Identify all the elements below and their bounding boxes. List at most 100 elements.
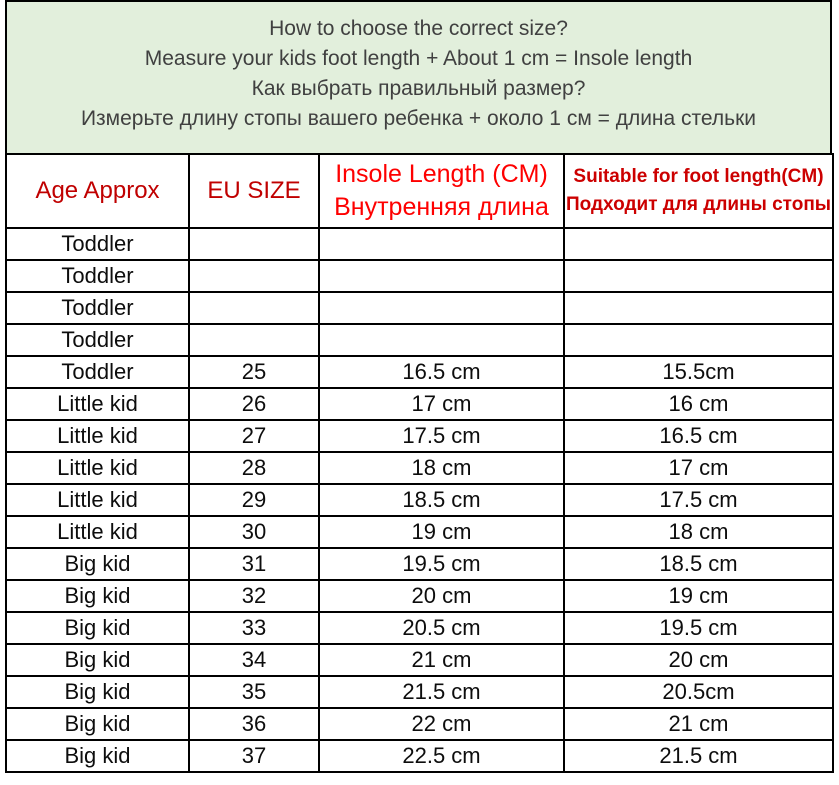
size-row: Big kid 35 21.5 cm 20.5cm bbox=[5, 675, 834, 709]
size-chart-container: How to choose the correct size? Measure … bbox=[5, 0, 834, 773]
size-row: Toddler 25 16.5 cm 15.5cm bbox=[5, 355, 834, 389]
age-group-cell: Little kid bbox=[5, 387, 190, 421]
column-header-label-en: Suitable for foot length(CM) bbox=[573, 166, 824, 187]
age-group-cell: Big kid bbox=[5, 611, 190, 645]
size-table: Age Approx EU SIZE Insole Length (CM) Вн… bbox=[5, 153, 834, 773]
foot-length-cell: 19.5 cm bbox=[563, 611, 834, 645]
size-row: Little kid 30 19 cm 18 cm bbox=[5, 515, 834, 549]
insole-length-cell: 17 cm bbox=[318, 387, 565, 421]
column-header-label-ru: Внутренняя длина bbox=[334, 193, 549, 221]
age-group-cell: Big kid bbox=[5, 707, 190, 741]
eu-size-cell: 28 bbox=[188, 451, 320, 485]
foot-length-cell bbox=[563, 259, 834, 293]
insole-length-cell: 18.5 cm bbox=[318, 483, 565, 517]
insole-length-cell: 22 cm bbox=[318, 707, 565, 741]
size-row: Toddler bbox=[5, 323, 834, 357]
column-header-age-approx: Age Approx bbox=[5, 153, 190, 229]
foot-length-cell bbox=[563, 291, 834, 325]
foot-length-cell: 19 cm bbox=[563, 579, 834, 613]
eu-size-cell bbox=[188, 227, 320, 261]
insole-length-cell: 20.5 cm bbox=[318, 611, 565, 645]
column-header-label: Age Approx bbox=[35, 177, 160, 204]
age-group-cell: Toddler bbox=[5, 355, 190, 389]
size-row: Little kid 28 18 cm 17 cm bbox=[5, 451, 834, 485]
insole-length-cell bbox=[318, 323, 565, 357]
insole-length-cell bbox=[318, 227, 565, 261]
eu-size-cell bbox=[188, 291, 320, 325]
eu-size-cell: 30 bbox=[188, 515, 320, 549]
age-group-cell: Big kid bbox=[5, 643, 190, 677]
age-group-cell: Big kid bbox=[5, 675, 190, 709]
size-row: Big kid 37 22.5 cm 21.5 cm bbox=[5, 739, 834, 773]
age-group-cell: Toddler bbox=[5, 227, 190, 261]
foot-length-cell: 16.5 cm bbox=[563, 419, 834, 453]
size-row: Big kid 36 22 cm 21 cm bbox=[5, 707, 834, 741]
column-header-foot-length: Suitable for foot length(CM) Подходит дл… bbox=[563, 153, 834, 229]
eu-size-cell: 25 bbox=[188, 355, 320, 389]
insole-length-cell: 19.5 cm bbox=[318, 547, 565, 581]
eu-size-cell bbox=[188, 323, 320, 357]
size-row: Big kid 34 21 cm 20 cm bbox=[5, 643, 834, 677]
instruction-line-ru-title: Как выбрать правильный размер? bbox=[251, 77, 586, 100]
age-group-cell: Toddler bbox=[5, 291, 190, 325]
foot-length-cell: 21.5 cm bbox=[563, 739, 834, 773]
size-row: Toddler bbox=[5, 291, 834, 325]
foot-length-cell bbox=[563, 227, 834, 261]
age-group-cell: Big kid bbox=[5, 579, 190, 613]
eu-size-cell: 32 bbox=[188, 579, 320, 613]
eu-size-cell: 29 bbox=[188, 483, 320, 517]
foot-length-cell: 17.5 cm bbox=[563, 483, 834, 517]
size-row: Little kid 26 17 cm 16 cm bbox=[5, 387, 834, 421]
eu-size-cell: 26 bbox=[188, 387, 320, 421]
foot-length-cell: 18 cm bbox=[563, 515, 834, 549]
insole-length-cell: 19 cm bbox=[318, 515, 565, 549]
column-header-label: EU SIZE bbox=[207, 177, 301, 204]
insole-length-cell: 18 cm bbox=[318, 451, 565, 485]
column-header-label-en: Insole Length (CM) bbox=[335, 160, 548, 188]
age-group-cell: Toddler bbox=[5, 259, 190, 293]
eu-size-cell bbox=[188, 259, 320, 293]
insole-length-cell bbox=[318, 291, 565, 325]
column-header-eu-size: EU SIZE bbox=[188, 153, 320, 229]
age-group-cell: Little kid bbox=[5, 515, 190, 549]
instructions-banner: How to choose the correct size? Measure … bbox=[5, 0, 832, 153]
instruction-line-ru-formula: Измерьте длину стопы вашего ребенка + ок… bbox=[80, 107, 757, 130]
insole-length-cell: 21 cm bbox=[318, 643, 565, 677]
age-group-cell: Toddler bbox=[5, 323, 190, 357]
instruction-line-en-formula: Measure your kids foot length + About 1 … bbox=[144, 47, 693, 70]
eu-size-cell: 36 bbox=[188, 707, 320, 741]
eu-size-cell: 37 bbox=[188, 739, 320, 773]
insole-length-cell: 20 cm bbox=[318, 579, 565, 613]
size-row: Big kid 32 20 cm 19 cm bbox=[5, 579, 834, 613]
foot-length-cell bbox=[563, 323, 834, 357]
insole-length-cell bbox=[318, 259, 565, 293]
eu-size-cell: 27 bbox=[188, 419, 320, 453]
eu-size-cell: 35 bbox=[188, 675, 320, 709]
size-row: Big kid 33 20.5 cm 19.5 cm bbox=[5, 611, 834, 645]
instruction-line-en-title: How to choose the correct size? bbox=[269, 17, 568, 40]
foot-length-cell: 15.5cm bbox=[563, 355, 834, 389]
insole-length-cell: 17.5 cm bbox=[318, 419, 565, 453]
foot-length-cell: 17 cm bbox=[563, 451, 834, 485]
column-header-insole-length: Insole Length (CM) Внутренняя длина bbox=[318, 153, 565, 229]
age-group-cell: Little kid bbox=[5, 419, 190, 453]
foot-length-cell: 21 cm bbox=[563, 707, 834, 741]
age-group-cell: Big kid bbox=[5, 739, 190, 773]
foot-length-cell: 18.5 cm bbox=[563, 547, 834, 581]
foot-length-cell: 20 cm bbox=[563, 643, 834, 677]
insole-length-cell: 16.5 cm bbox=[318, 355, 565, 389]
size-row: Toddler bbox=[5, 259, 834, 293]
size-row: Little kid 29 18.5 cm 17.5 cm bbox=[5, 483, 834, 517]
age-group-cell: Big kid bbox=[5, 547, 190, 581]
column-header-label-ru: Подходит для длины стопы bbox=[565, 194, 832, 215]
foot-length-cell: 16 cm bbox=[563, 387, 834, 421]
eu-size-cell: 31 bbox=[188, 547, 320, 581]
size-row: Little kid 27 17.5 cm 16.5 cm bbox=[5, 419, 834, 453]
eu-size-cell: 34 bbox=[188, 643, 320, 677]
eu-size-cell: 33 bbox=[188, 611, 320, 645]
insole-length-cell: 22.5 cm bbox=[318, 739, 565, 773]
size-row: Toddler bbox=[5, 227, 834, 261]
age-group-cell: Little kid bbox=[5, 483, 190, 517]
age-group-cell: Little kid bbox=[5, 451, 190, 485]
